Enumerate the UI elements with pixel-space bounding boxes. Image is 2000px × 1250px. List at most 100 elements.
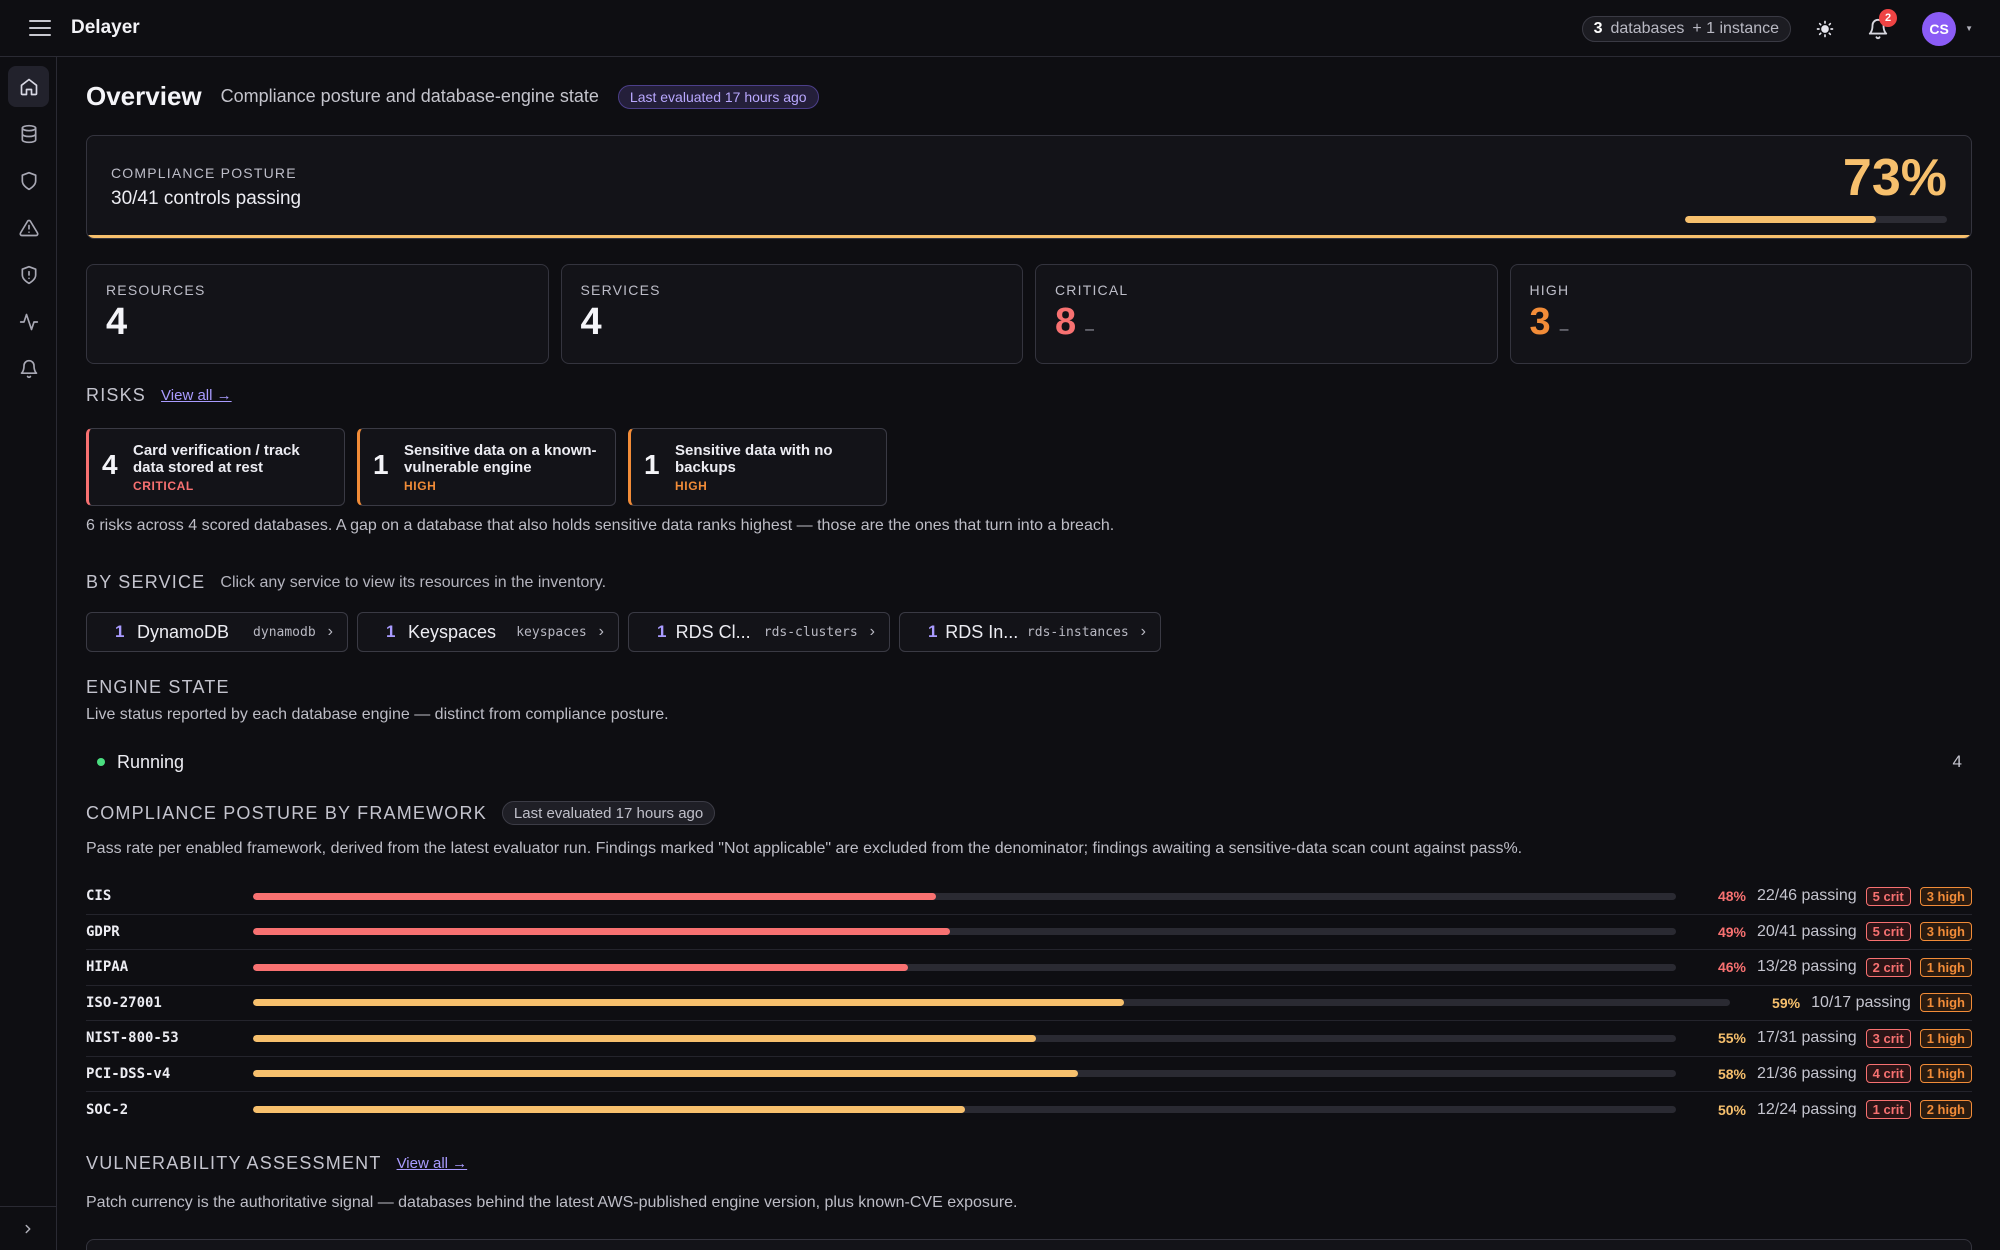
service-slug: rds-instances bbox=[1026, 624, 1129, 640]
sidebar-item-risks[interactable] bbox=[8, 207, 49, 248]
framework-name: SOC-2 bbox=[86, 1101, 129, 1118]
risk-card[interactable]: 4 Card verification / track data stored … bbox=[86, 428, 345, 506]
risk-name: Card verification / track data stored at… bbox=[133, 442, 300, 476]
sidebar-item-activity[interactable] bbox=[8, 301, 49, 342]
risk-cards: 4 Card verification / track data stored … bbox=[86, 428, 887, 506]
high-badge: 1 high bbox=[1919, 1028, 1972, 1048]
warning-triangle-icon bbox=[18, 219, 39, 236]
framework-passing: 21/36 passing bbox=[1757, 1064, 1857, 1082]
service-name: RDS In... bbox=[945, 621, 1019, 642]
risk-count: 1 bbox=[644, 449, 660, 480]
sidebar-item-compliance[interactable] bbox=[8, 160, 49, 201]
posture-progress-fill bbox=[1685, 216, 1877, 223]
service-item-keyspaces[interactable]: 1 Keyspaces keyspaces › bbox=[357, 612, 619, 652]
activity-icon bbox=[19, 313, 38, 330]
framework-row[interactable]: ISO-27001 59% 10/17 passing 1 high bbox=[86, 986, 1972, 1021]
framework-row[interactable]: PCI-DSS-v4 58% 21/36 passing 4 crit 1 high bbox=[86, 1057, 1972, 1092]
stat-value: 4 bbox=[580, 301, 602, 343]
service-count: 1 bbox=[386, 622, 396, 641]
framework-row[interactable]: SOC-2 50% 12/24 passing 1 crit 2 high bbox=[86, 1092, 1972, 1128]
risks-summary: 6 risks across 4 scored databases. A gap… bbox=[86, 517, 1115, 534]
framework-name: PCI-DSS-v4 bbox=[86, 1065, 171, 1082]
service-slug: dynamodb bbox=[253, 624, 316, 640]
framework-progress-fill bbox=[253, 1034, 1036, 1042]
framework-progress-bar bbox=[253, 928, 1676, 936]
compliance-posture-card: COMPLIANCE POSTURE 30/41 controls passin… bbox=[86, 135, 1972, 239]
database-count-pill[interactable]: 3 databases + 1 instance bbox=[1581, 15, 1792, 42]
sidebar-item-vulnerabilities[interactable] bbox=[8, 254, 49, 295]
service-item-rds-instances[interactable]: 1 RDS In... rds-instances › bbox=[899, 612, 1161, 652]
service-count: 1 bbox=[657, 622, 667, 641]
app-title: Delayer bbox=[71, 17, 140, 38]
notifications-button[interactable]: 2 bbox=[1867, 8, 1898, 40]
stat-value-wrapper: 8– bbox=[1055, 301, 1094, 344]
service-slug: keyspaces bbox=[516, 624, 587, 640]
critical-badge: 5 crit bbox=[1865, 922, 1911, 942]
sidebar-expand-button[interactable] bbox=[0, 1206, 56, 1250]
stat-cards: RESOURCES 4 SERVICES 4 CRITICAL 8– HIGH … bbox=[86, 264, 1972, 364]
status-dot bbox=[97, 758, 105, 766]
framework-row[interactable]: NIST-800-53 55% 17/31 passing 3 crit 1 high bbox=[86, 1021, 1972, 1057]
stat-value: 8 bbox=[1055, 301, 1077, 343]
vulnerability-view-all-link[interactable]: View all → bbox=[396, 1155, 468, 1172]
vulnerability-description: Patch currency is the authoritative sign… bbox=[86, 1194, 1018, 1211]
framework-table: CIS 48% 22/46 passing 5 crit 3 high GDPR 49% 20… bbox=[86, 879, 1972, 1128]
framework-progress-bar bbox=[253, 1106, 1676, 1114]
critical-badge: 2 crit bbox=[1865, 957, 1911, 977]
framework-percent: 46% bbox=[1717, 959, 1746, 976]
framework-progress-bar bbox=[253, 963, 1676, 971]
service-item-dynamodb[interactable]: 1 DynamoDB dynamodb › bbox=[86, 612, 348, 652]
risk-card[interactable]: 1 Sensitive data with no backups HIGH bbox=[628, 428, 887, 506]
notification-badge: 2 bbox=[1879, 8, 1898, 27]
stat-card-high[interactable]: HIGH 3– bbox=[1509, 264, 1972, 364]
framework-name: CIS bbox=[86, 888, 112, 905]
risks-title: RISKS bbox=[86, 385, 147, 405]
stat-label: CRITICAL bbox=[1055, 282, 1129, 298]
posture-controls: 30/41 controls passing bbox=[111, 188, 302, 209]
risk-count: 1 bbox=[373, 449, 389, 480]
framework-percent: 59% bbox=[1772, 994, 1801, 1011]
stat-label: SERVICES bbox=[580, 282, 661, 298]
framework-progress-fill bbox=[253, 928, 951, 936]
frameworks-evaluated-badge: Last evaluated 17 hours ago bbox=[501, 801, 716, 825]
framework-row[interactable]: CIS 48% 22/46 passing 5 crit 3 high bbox=[86, 879, 1972, 915]
stat-card-critical[interactable]: CRITICAL 8– bbox=[1035, 264, 1498, 364]
posture-progress-bar bbox=[1685, 216, 1947, 223]
stat-label: HIGH bbox=[1529, 282, 1570, 298]
stat-value: 3 bbox=[1529, 301, 1551, 343]
avatar[interactable]: CS bbox=[1922, 11, 1957, 46]
database-label: databases bbox=[1610, 19, 1685, 37]
risks-section-title: RISKS View all → bbox=[86, 385, 232, 406]
stat-card-resources[interactable]: RESOURCES 4 bbox=[86, 264, 549, 364]
framework-progress-bar bbox=[253, 892, 1676, 900]
bell-icon bbox=[1868, 18, 1888, 39]
engine-status: Running bbox=[117, 751, 185, 772]
service-item-rds-clusters[interactable]: 1 RDS Cl... rds-clusters › bbox=[628, 612, 890, 652]
critical-badge: 1 crit bbox=[1865, 1100, 1911, 1120]
vulnerability-card bbox=[86, 1239, 1972, 1250]
framework-row[interactable]: GDPR 49% 20/41 passing 5 crit 3 high bbox=[86, 915, 1972, 950]
menu-icon[interactable] bbox=[29, 20, 51, 36]
risk-severity: HIGH bbox=[404, 479, 437, 493]
sidebar-item-databases[interactable] bbox=[8, 113, 49, 154]
service-slug: rds-clusters bbox=[763, 624, 858, 640]
framework-progress-bar bbox=[253, 1034, 1676, 1042]
framework-percent: 55% bbox=[1717, 1030, 1746, 1047]
framework-percent: 48% bbox=[1717, 888, 1746, 905]
framework-passing: 22/46 passing bbox=[1757, 887, 1857, 905]
sidebar-item-home[interactable] bbox=[8, 66, 49, 107]
database-icon bbox=[21, 124, 37, 143]
high-badge: 3 high bbox=[1919, 922, 1972, 942]
risk-count: 4 bbox=[102, 449, 118, 480]
sun-icon[interactable] bbox=[1815, 19, 1835, 39]
service-name: DynamoDB bbox=[137, 621, 230, 642]
framework-passing: 17/31 passing bbox=[1757, 1029, 1857, 1047]
risk-card[interactable]: 1 Sensitive data on a known-vulnerable e… bbox=[357, 428, 616, 506]
sidebar-item-alerts[interactable] bbox=[8, 348, 49, 389]
framework-name: GDPR bbox=[86, 923, 120, 940]
stat-card-services[interactable]: SERVICES 4 bbox=[560, 264, 1023, 364]
framework-name: HIPAA bbox=[86, 959, 129, 976]
risks-view-all-link[interactable]: View all → bbox=[161, 387, 232, 404]
framework-row[interactable]: HIPAA 46% 13/28 passing 2 crit 1 high bbox=[86, 950, 1972, 986]
chevron-down-icon[interactable]: ▼ bbox=[1965, 24, 1973, 33]
